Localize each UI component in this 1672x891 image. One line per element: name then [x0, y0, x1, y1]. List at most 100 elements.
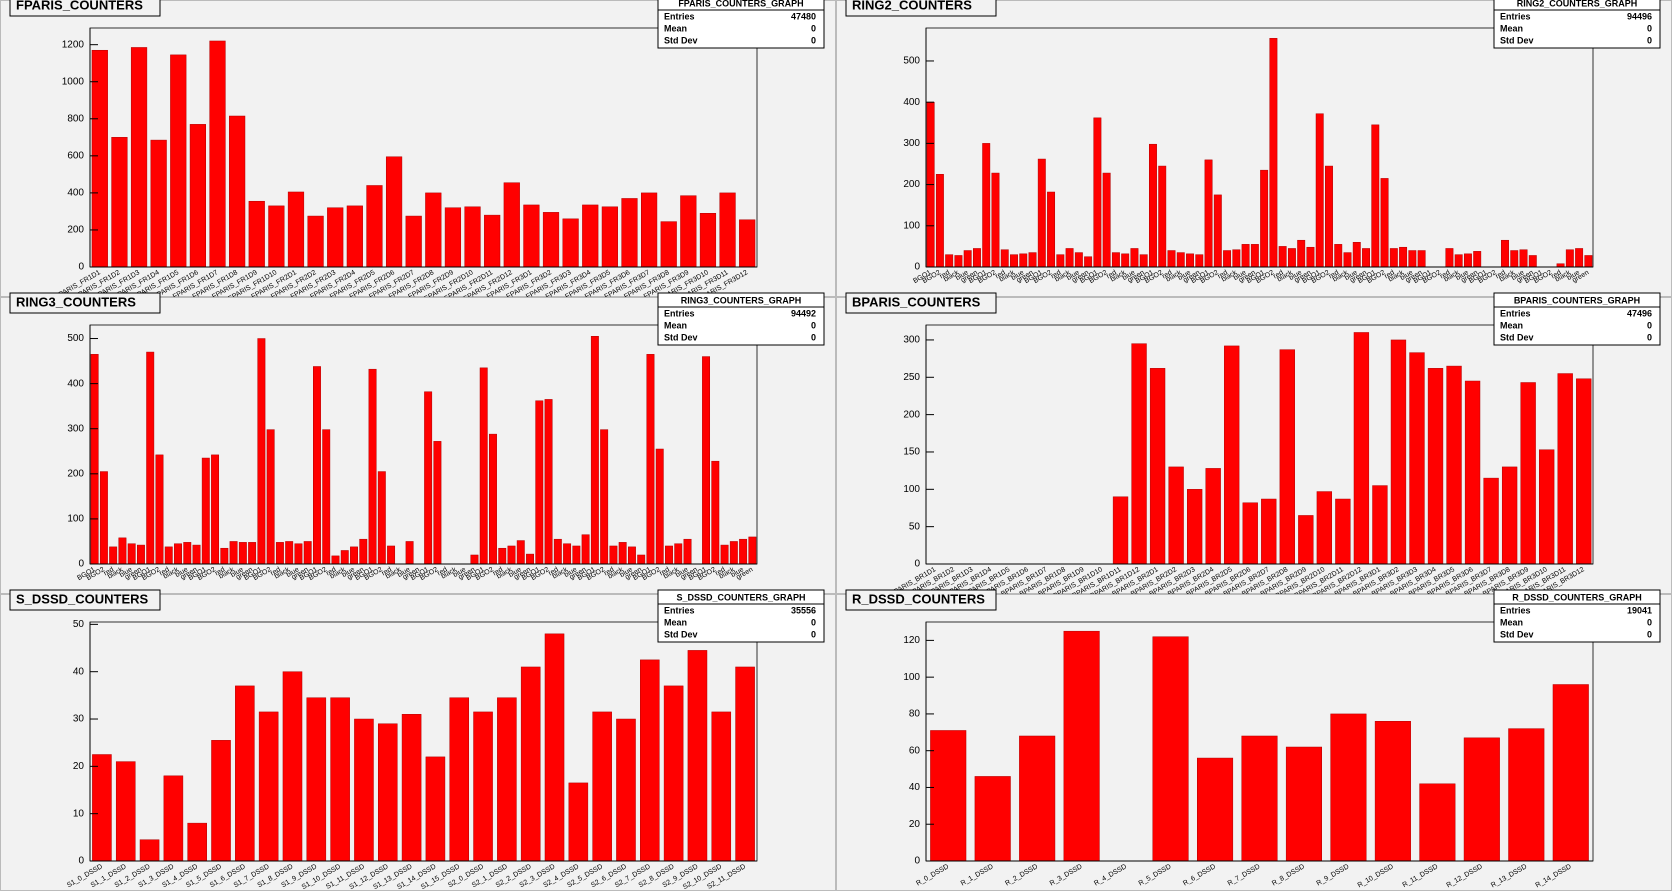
bar — [257, 338, 266, 565]
bar — [1315, 113, 1324, 268]
bar — [991, 172, 1000, 268]
bar — [287, 191, 305, 268]
bar — [146, 351, 155, 565]
bar — [433, 441, 442, 565]
bar — [1186, 253, 1194, 268]
bar — [665, 545, 673, 565]
bar — [1000, 249, 1009, 268]
y-tick-label: 300 — [67, 423, 84, 434]
stats-value: 94496 — [1627, 11, 1652, 21]
chart-title: S_DSSD_COUNTERS — [16, 591, 149, 606]
y-tick-label: 40 — [909, 782, 921, 793]
stats-label: Entries — [664, 11, 695, 21]
y-tick-label: 150 — [903, 447, 920, 458]
bar — [1575, 248, 1584, 268]
stats-value: 0 — [1647, 320, 1652, 330]
bar — [1473, 251, 1482, 268]
y-tick-label: 120 — [903, 635, 920, 646]
bar — [544, 633, 565, 862]
bar — [1223, 250, 1232, 268]
bar — [553, 538, 562, 565]
bar — [1287, 248, 1296, 268]
bar — [473, 711, 493, 862]
x-tick-label: red — [603, 566, 615, 577]
bar — [275, 542, 284, 565]
bar — [1285, 746, 1323, 862]
y-tick-label: 80 — [909, 709, 921, 720]
y-tick-label: 300 — [903, 138, 920, 149]
bar — [489, 433, 497, 565]
bar — [497, 697, 517, 862]
bar — [963, 250, 972, 268]
bar — [523, 204, 540, 268]
title-box — [845, 589, 997, 611]
bar — [484, 214, 501, 268]
bar — [1557, 373, 1573, 565]
x-tick-label: red — [1050, 269, 1062, 280]
bar — [1261, 498, 1277, 565]
bar — [1250, 244, 1259, 268]
bar — [1334, 244, 1343, 268]
bar — [1019, 253, 1028, 268]
bar — [1167, 250, 1176, 268]
bar — [229, 115, 246, 268]
bar — [1224, 345, 1240, 565]
panel: R_0_DSSD R_1_DSSD R_2_DSSD R_3_DSSD R_4_DSSD… — [836, 589, 1672, 891]
stats-label: Mean — [1500, 320, 1523, 330]
bar — [1508, 728, 1545, 862]
bar — [331, 555, 340, 565]
bar — [1112, 496, 1129, 565]
y-tick-label: 1000 — [62, 76, 85, 87]
y-tick-label: 50 — [909, 521, 921, 532]
y-tick-label: 500 — [903, 56, 920, 67]
stats-box — [657, 589, 825, 643]
x-tick-label: red — [325, 566, 337, 577]
stats-box — [657, 292, 825, 346]
bar — [616, 718, 636, 862]
panel-background — [0, 297, 836, 594]
bar — [449, 697, 470, 862]
bar — [92, 754, 112, 862]
stats-value: 0 — [1647, 629, 1652, 639]
bar — [1528, 255, 1537, 268]
bar — [118, 537, 127, 565]
bar — [470, 554, 479, 565]
bar — [150, 139, 167, 268]
bar — [201, 457, 210, 565]
bar — [183, 542, 192, 565]
x-tick-label: red — [547, 566, 559, 577]
chart-title: RING2_COUNTERS — [852, 0, 972, 12]
stats-label: Std Dev — [1500, 629, 1534, 639]
bar — [1241, 244, 1250, 268]
bar — [1380, 178, 1389, 268]
bar — [1399, 246, 1408, 268]
bar — [1241, 735, 1278, 862]
stats-box — [657, 0, 825, 49]
bar — [711, 711, 732, 862]
bar — [1408, 250, 1417, 268]
y-tick-label: 10 — [73, 808, 85, 819]
bar — [1584, 255, 1593, 268]
bar — [660, 221, 677, 268]
bar — [346, 205, 363, 268]
bar — [954, 255, 963, 268]
bar — [385, 156, 403, 268]
bar — [1343, 252, 1352, 268]
y-tick-label: 200 — [67, 468, 84, 479]
stats-value: 94492 — [791, 308, 816, 318]
bar — [1325, 165, 1333, 268]
bar — [130, 47, 148, 268]
bar — [1279, 349, 1295, 565]
bar — [268, 205, 285, 268]
y-tick-label: 0 — [78, 559, 84, 570]
bar — [1362, 248, 1370, 268]
stats-label: Mean — [664, 617, 687, 627]
y-tick-label: 600 — [67, 150, 84, 161]
stats-box — [1493, 292, 1661, 346]
bar — [1195, 254, 1204, 268]
panel: S1_0_DSSDS1_1_DSSDS1_2_DSSDS1_3_DSSDS1_4… — [0, 589, 836, 891]
stats-value: 0 — [1647, 617, 1652, 627]
bar — [1519, 249, 1528, 268]
y-tick-label: 0 — [914, 856, 920, 867]
x-tick-label: red — [158, 566, 170, 577]
